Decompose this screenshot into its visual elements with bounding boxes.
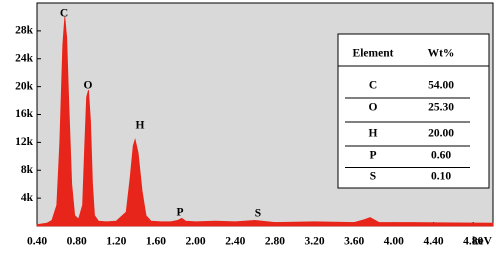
table-cell: O — [369, 102, 378, 114]
peak-label: S — [255, 208, 261, 220]
x-tick-label: 1.20 — [106, 236, 126, 248]
peak-label: C — [60, 8, 68, 20]
peak-label: O — [84, 80, 93, 92]
x-tick-label: 4.40 — [423, 236, 443, 248]
y-tick-label: 24k — [15, 52, 34, 64]
table-cell: 20.00 — [428, 128, 454, 140]
y-tick-label: 12k — [15, 136, 34, 148]
y-tick-label: 16k — [15, 108, 34, 120]
table-cell: 0.60 — [431, 150, 451, 162]
table-cell: H — [369, 128, 378, 140]
x-tick-label: 2.80 — [265, 236, 285, 248]
x-tick-label: 3.20 — [305, 236, 325, 248]
x-tick-label: 0.40 — [27, 236, 47, 248]
table-header: Wt% — [428, 48, 455, 60]
table-header: Element — [353, 48, 394, 60]
table-cell: P — [369, 150, 376, 162]
x-tick-label: 4.00 — [384, 236, 404, 248]
x-tick-label: 2.00 — [186, 236, 206, 248]
peak-label: H — [136, 120, 145, 132]
table-cell: 25.30 — [428, 102, 454, 114]
x-tick-label: 1.60 — [146, 236, 166, 248]
table-cell: 0.10 — [431, 171, 451, 183]
y-tick-label: 20k — [15, 80, 34, 92]
table-box — [337, 33, 490, 189]
table-cell: S — [370, 171, 376, 183]
x-tick-label: 2.40 — [225, 236, 245, 248]
y-tick-label: 8k — [21, 164, 34, 176]
table-cell: C — [369, 80, 377, 92]
x-axis-label: keV — [472, 236, 493, 248]
x-tick-label: 0.80 — [67, 236, 87, 248]
x-tick-label: 4.80 — [463, 236, 483, 248]
table-cell: 54.00 — [428, 80, 454, 92]
x-tick-label: 3.60 — [344, 236, 364, 248]
spectrum-area — [36, 16, 494, 227]
peak-label: P — [176, 207, 183, 219]
y-tick-label: 4k — [21, 192, 34, 204]
y-tick-label: 28k — [15, 25, 34, 37]
